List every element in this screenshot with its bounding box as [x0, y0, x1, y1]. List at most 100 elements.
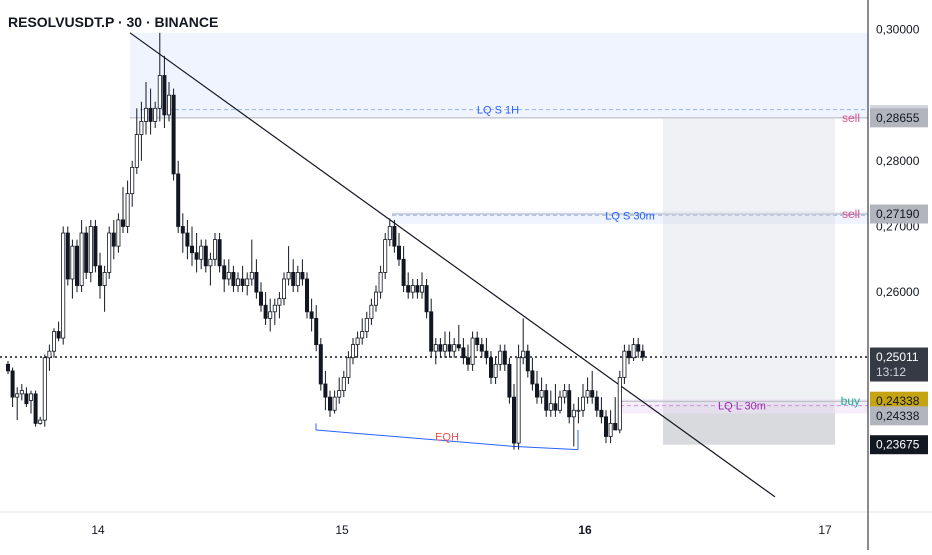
candle: [548, 390, 553, 417]
candle: [498, 344, 503, 371]
candle: [111, 219, 116, 260]
order-label-sell[interactable]: sell: [842, 207, 860, 221]
candle-body: [56, 331, 61, 339]
candle: [70, 239, 75, 299]
candle: [61, 226, 66, 345]
candle-body: [576, 409, 581, 412]
candle-body: [562, 390, 567, 398]
candle-body: [484, 350, 489, 359]
candle: [121, 187, 126, 234]
candle-body: [194, 252, 199, 260]
price-tag-text: 0,25011: [876, 350, 919, 364]
candle-body: [429, 311, 434, 352]
candle: [346, 351, 351, 384]
candle-body: [590, 390, 595, 398]
candle: [530, 357, 535, 391]
candle: [212, 233, 217, 266]
order-label-sell[interactable]: sell: [842, 111, 860, 125]
candle-body: [189, 245, 194, 254]
candle: [98, 252, 103, 299]
candle-body: [332, 396, 337, 411]
candle: [217, 233, 222, 273]
candle-body: [327, 396, 332, 411]
candle-body: [281, 278, 286, 300]
candle-body: [291, 272, 296, 286]
candle: [231, 265, 236, 293]
candle: [461, 338, 466, 365]
candle-body: [548, 403, 553, 411]
trendline[interactable]: [129, 32, 776, 498]
candle: [235, 272, 240, 293]
candle-body: [406, 285, 411, 293]
candle: [125, 180, 130, 234]
candle-body: [539, 390, 544, 398]
candle: [590, 370, 595, 404]
candle: [15, 387, 20, 421]
time-tick-label: 15: [335, 523, 349, 537]
time-tick-label: 14: [91, 523, 105, 537]
price-tag-text: 0,23675: [876, 438, 920, 452]
candle-body: [157, 75, 162, 109]
order-label-buy[interactable]: buy: [841, 394, 860, 408]
candle: [245, 272, 250, 296]
candle-body: [364, 317, 369, 332]
candle: [337, 377, 342, 404]
price-tag-text: 0,28655: [876, 111, 920, 125]
candle: [479, 338, 484, 358]
eqh-line-2: [512, 445, 579, 451]
candle: [350, 338, 355, 365]
candle-body: [245, 278, 250, 286]
candle-body: [378, 272, 383, 293]
candle: [360, 318, 365, 345]
candle-body: [507, 363, 512, 398]
candle-body: [217, 239, 222, 267]
candle-body: [166, 94, 171, 116]
candle-body: [254, 272, 259, 293]
candle-body: [456, 344, 461, 349]
candle-body: [309, 311, 314, 319]
candle-body: [640, 350, 645, 358]
candle: [424, 278, 429, 319]
candle: [19, 384, 24, 401]
candle-body: [622, 350, 627, 378]
candle: [608, 410, 613, 444]
candle-body: [185, 232, 190, 247]
time-tick-label: 16: [578, 523, 592, 537]
candle: [378, 265, 383, 299]
candle: [38, 416, 43, 425]
candle-body: [107, 232, 112, 273]
candle: [323, 370, 328, 411]
candle: [433, 338, 438, 365]
candle: [447, 331, 452, 358]
candle-body: [544, 390, 549, 411]
candle: [194, 233, 199, 273]
candle: [203, 239, 208, 273]
price-tag-bg: [870, 391, 928, 411]
candle-body: [452, 344, 457, 352]
candle-body: [272, 304, 277, 313]
candle: [562, 384, 567, 404]
price-label-tag: 0,23675: [870, 435, 928, 455]
candle-body: [125, 193, 130, 227]
candle-body: [295, 272, 300, 286]
candle-body: [465, 357, 470, 365]
countdown-text: 13:12: [876, 365, 906, 379]
candle-body: [212, 239, 217, 260]
candle: [171, 88, 176, 181]
lq-l-30m-zone: [620, 399, 868, 414]
candle: [102, 265, 107, 312]
candle: [475, 331, 480, 352]
candle-body: [355, 337, 360, 346]
candle-body: [143, 107, 148, 122]
candle: [116, 213, 121, 253]
candle-body: [38, 419, 43, 424]
candle-body: [79, 232, 84, 286]
candle-body: [65, 232, 70, 280]
symbol-header: RESOLVUSDT.P · 30 · BINANCE: [8, 14, 219, 30]
candle: [456, 324, 461, 352]
candle-body: [571, 409, 576, 418]
candle: [75, 239, 80, 293]
candle-body: [121, 219, 126, 227]
candle: [516, 344, 521, 450]
